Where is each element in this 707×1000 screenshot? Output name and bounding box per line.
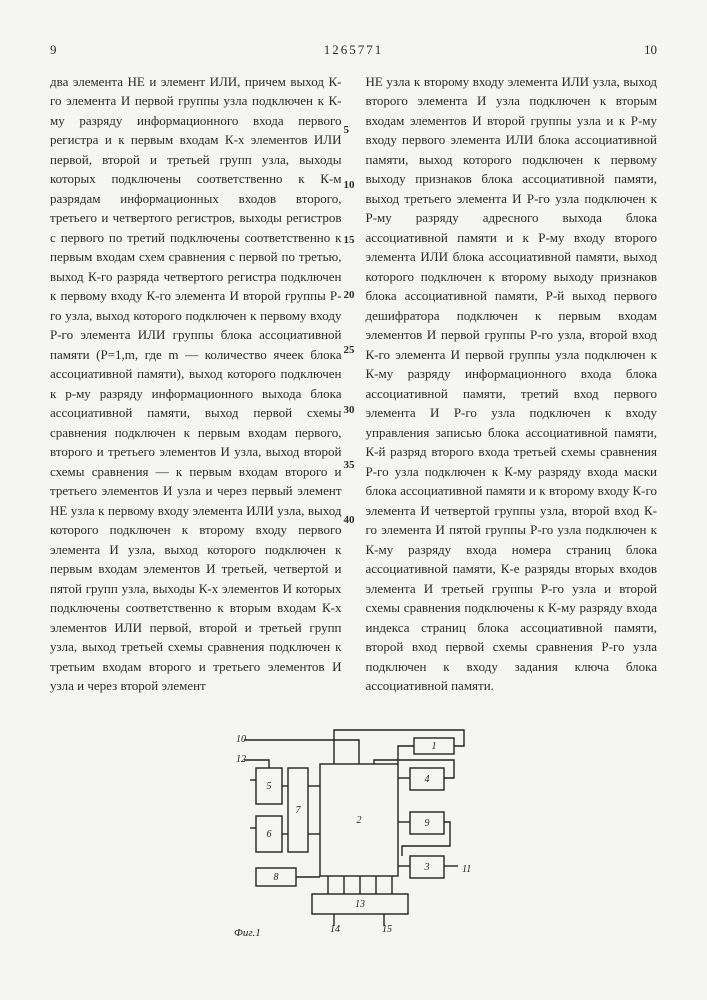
page-number-right: 10	[617, 40, 657, 60]
document-number: 1265771	[90, 40, 617, 60]
svg-text:10: 10	[236, 734, 246, 745]
body: два элемента НЕ и элемент ИЛИ, причем вы…	[50, 72, 657, 696]
line-number: 30	[344, 402, 355, 419]
svg-text:14: 14	[330, 924, 340, 935]
svg-text:6: 6	[266, 829, 271, 840]
line-number: 5	[344, 122, 350, 139]
svg-text:1: 1	[431, 741, 436, 752]
svg-text:2: 2	[356, 815, 361, 826]
svg-text:11: 11	[462, 864, 471, 875]
line-number: 15	[344, 232, 355, 249]
svg-text:12: 12	[236, 754, 246, 765]
page: 9 1265771 10 два элемента НЕ и элемент И…	[50, 40, 657, 940]
svg-text:4: 4	[424, 774, 429, 785]
text-columns: два элемента НЕ и элемент ИЛИ, причем вы…	[50, 72, 657, 696]
line-number: 10	[344, 177, 355, 194]
svg-text:5: 5	[266, 781, 271, 792]
svg-text:Фиг.1: Фиг.1	[234, 927, 261, 939]
figure-1: 156782493131012111415Фиг.1	[50, 720, 657, 940]
svg-text:15: 15	[382, 924, 392, 935]
column-right: НЕ узла к второму входу элемента ИЛИ узл…	[366, 72, 658, 696]
svg-text:9: 9	[424, 818, 429, 829]
line-number: 35	[344, 457, 355, 474]
line-number: 20	[344, 287, 355, 304]
line-number: 25	[344, 342, 355, 359]
page-number-left: 9	[50, 40, 90, 60]
svg-text:3: 3	[423, 862, 429, 873]
column-left: два элемента НЕ и элемент ИЛИ, причем вы…	[50, 72, 342, 696]
svg-text:8: 8	[273, 872, 278, 883]
line-number: 40	[344, 512, 355, 529]
svg-text:13: 13	[355, 899, 365, 910]
figure-diagram: 156782493131012111415Фиг.1	[214, 720, 494, 940]
page-header: 9 1265771 10	[50, 40, 657, 60]
